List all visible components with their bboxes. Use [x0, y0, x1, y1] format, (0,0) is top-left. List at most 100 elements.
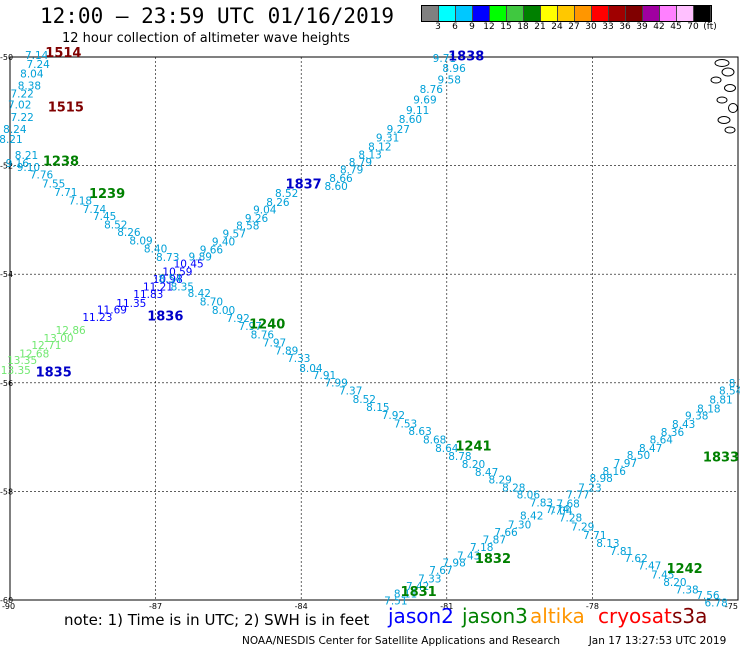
wave-height-value: 9.16 [6, 158, 30, 170]
wave-height-value: 8.38 [18, 81, 41, 93]
wave-height-value: 11.35 [116, 298, 146, 310]
credit-organization: NOAA/NESDIS Center for Satellite Applica… [242, 635, 560, 647]
colorbar-label: 42 [653, 22, 665, 32]
wave-height-value: 7.92 [226, 313, 249, 325]
legend-jason3: jason3 [462, 604, 528, 628]
lat-tick-label: -52 [0, 162, 13, 171]
wave-height-value: 7.45 [93, 211, 116, 223]
wave-height-value: 7.22 [10, 89, 33, 101]
wave-height-value: 8.52 [353, 394, 376, 406]
wave-height-value: 7.33 [287, 353, 310, 365]
wave-height-value: 9.11 [406, 105, 429, 117]
wave-height-value: 12.86 [56, 325, 86, 337]
wave-height-value: 11.23 [82, 312, 112, 324]
colorbar-swatch [473, 6, 490, 21]
wave-height-value: 8.98 [589, 473, 612, 485]
wave-height-value: 8.47 [639, 443, 662, 455]
wave-height-value: 7.28 [559, 512, 582, 524]
wave-height-value: 10.59 [162, 266, 192, 278]
lon-tick-label: -81 [440, 602, 453, 611]
lon-tick-label: -75 [725, 602, 738, 611]
wave-height-value: 8.64 [650, 435, 674, 447]
pass-time-label: 1515 [48, 100, 84, 115]
colorbar-label: 21 [534, 22, 546, 32]
wave-height-value: 8.42 [188, 288, 211, 300]
colorbar-swatch [643, 6, 660, 21]
colorbar-label: 6 [452, 22, 458, 32]
wave-height-value: 8.79 [349, 157, 372, 169]
pass-time-label: 1239 [89, 187, 125, 202]
lat-tick-label: -56 [0, 379, 13, 388]
wave-height-value: 7.45 [651, 569, 674, 581]
wave-height-value: 8.76 [420, 84, 444, 96]
wave-height-value: 8.68 [423, 435, 446, 447]
colorbar-swatch [558, 6, 575, 21]
credit-timestamp: Jan 17 13:27:53 UTC 2019 [588, 635, 727, 647]
pass-time-label: 1832 [475, 552, 511, 567]
wave-height-value: 7.77 [566, 489, 589, 501]
colorbar [421, 5, 712, 22]
coastline-shape [724, 84, 736, 92]
wave-height-value: 8.79 [340, 165, 363, 177]
colorbar-swatch [677, 6, 694, 21]
colorbar-swatch [439, 6, 456, 21]
wave-height-value: 11.83 [133, 289, 163, 301]
pass-time-label: 1242 [667, 562, 703, 577]
colorbar-label: 24 [551, 22, 563, 32]
wave-height-value: 8.28 [502, 482, 525, 494]
wave-height-value: 8.52 [104, 220, 127, 232]
colorbar-label: 30 [585, 22, 597, 32]
colorbar-label: 9 [469, 22, 475, 32]
wave-height-value: 9.10 [17, 162, 40, 174]
wave-height-value: 7.83 [530, 498, 553, 510]
wave-height-value: 8.16 [603, 466, 627, 478]
wave-height-value: 8.40 [144, 243, 167, 255]
wave-height-value: 8.58 [236, 221, 259, 233]
wave-height-value: 8.73 [156, 252, 179, 264]
colorbar-swatch [626, 6, 643, 21]
coastline-shape [721, 67, 735, 77]
colorbar-swatch [575, 6, 592, 21]
wave-height-value: 7.18 [470, 542, 493, 554]
colorbar-label: 39 [636, 22, 648, 32]
wave-height-value: 8.18 [697, 404, 720, 416]
wave-height-value: 8.78 [448, 451, 471, 463]
wave-height-value: 7.71 [583, 530, 606, 542]
wave-height-value: 8.52 [275, 188, 298, 200]
colorbar-label: (ft) [703, 22, 717, 32]
wave-height-value: 9.89 [189, 252, 212, 264]
wave-height-value: 9.58 [438, 75, 461, 87]
wave-height-value: 8.20 [663, 577, 686, 589]
wave-height-value: 10.45 [174, 259, 204, 271]
wave-height-value: 11.21 [143, 281, 173, 293]
wave-height-value: 7.04 [549, 506, 573, 518]
wave-height-value: 7.97 [239, 321, 262, 333]
wave-height-value: 8.43 [672, 419, 695, 431]
wave-height-value: 8.13 [596, 538, 619, 550]
wave-height-value: 7.43 [457, 550, 480, 562]
lon-tick-label: -78 [586, 602, 599, 611]
colorbar-label: 15 [500, 22, 512, 32]
wave-height-value: 12.71 [31, 340, 61, 352]
wave-height-value: 7.56 [696, 590, 720, 602]
colorbar-swatch [507, 6, 524, 21]
wave-height-value: 9.71 [433, 53, 456, 65]
map-frame [9, 56, 739, 601]
wave-height-value: 6.78 [704, 598, 727, 610]
wave-height-value: 8.50 [627, 450, 650, 462]
wave-height-value: 8.21 [15, 150, 38, 162]
wave-height-value: 9.57 [223, 228, 246, 240]
wave-height-value: 11.69 [97, 304, 127, 316]
pass-time-label: 1838 [448, 49, 484, 64]
colorbar-label: 33 [602, 22, 614, 32]
wave-height-value: 8.96 [442, 63, 466, 75]
wave-height-value: 8.12 [368, 141, 391, 153]
lat-tick-label: -54 [0, 270, 13, 279]
colorbar-swatch [422, 6, 439, 21]
lat-tick-label: -60 [0, 596, 13, 605]
wave-height-value: 8.15 [366, 402, 389, 414]
wave-height-value: 7.14 [25, 50, 49, 62]
coastline-shape [714, 59, 730, 67]
wave-height-value: 8.13 [358, 150, 381, 162]
